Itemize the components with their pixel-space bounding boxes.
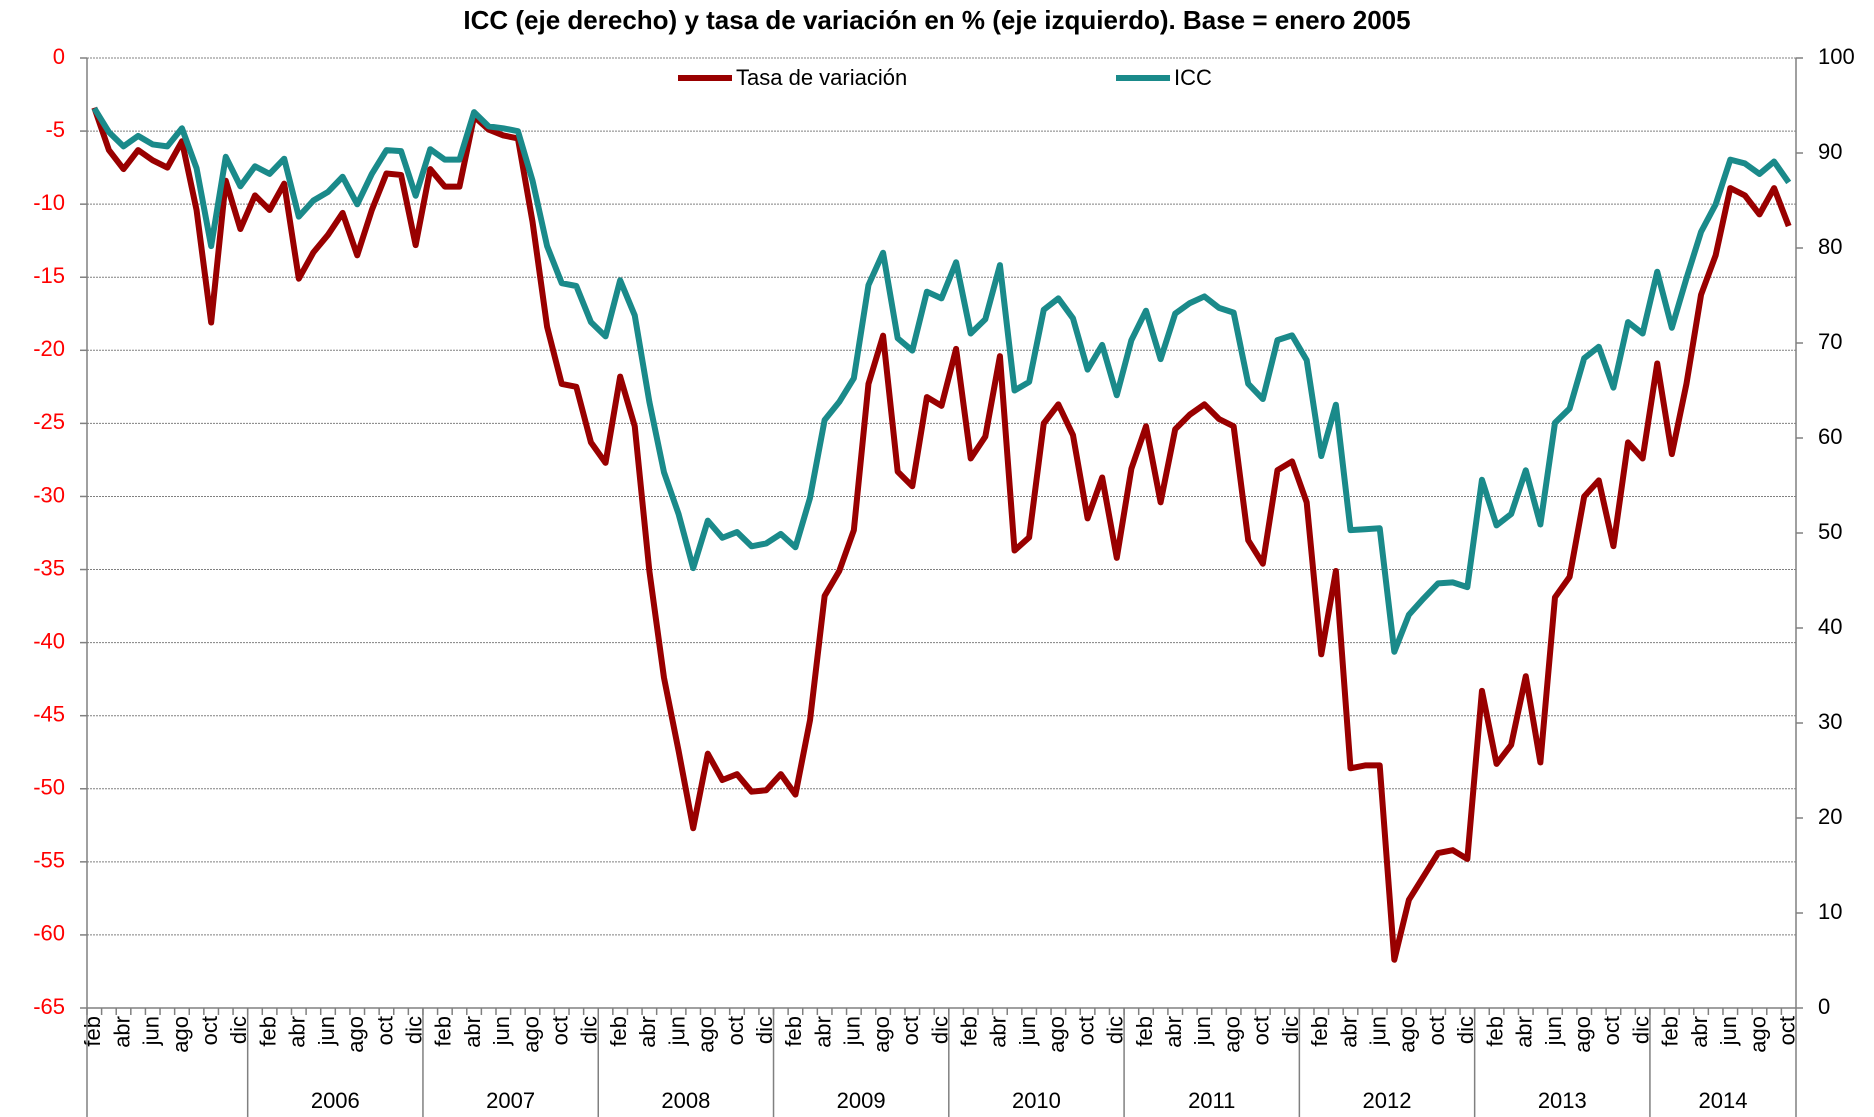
x-tick-label: abr: [1512, 1016, 1537, 1048]
series-line: [91, 106, 1792, 963]
x-tick-label: jun: [840, 1016, 865, 1046]
y2-tick-label: 80: [1818, 234, 1842, 259]
x-tick-label: jun: [1366, 1016, 1391, 1046]
x-tick-label: jun: [1716, 1016, 1741, 1046]
x-tick-label: jun: [314, 1016, 339, 1046]
x-tick-label: jun: [664, 1016, 689, 1046]
y2-tick-label: 70: [1818, 329, 1842, 354]
group-label: 2012: [1363, 1088, 1412, 1113]
x-tick-label: oct: [1599, 1016, 1624, 1045]
y2-tick-label: 50: [1818, 519, 1842, 544]
x-tick-label: abr: [1687, 1016, 1712, 1048]
legend-label: ICC: [1174, 65, 1212, 90]
y2-tick-label: 0: [1818, 994, 1830, 1019]
x-tick-label: feb: [1307, 1016, 1332, 1047]
legend-label: Tasa de variación: [736, 65, 907, 90]
group-label: 2014: [1698, 1088, 1747, 1113]
y-tick-label: -60: [33, 921, 65, 946]
x-tick-label: jun: [139, 1016, 164, 1046]
group-label: 2010: [1012, 1088, 1061, 1113]
y2-tick-label: 30: [1818, 709, 1842, 734]
x-tick-label: oct: [548, 1016, 573, 1045]
y-tick-label: -5: [45, 117, 65, 142]
y-tick-label: -45: [33, 702, 65, 727]
y-tick-label: -35: [33, 555, 65, 580]
x-tick-label: abr: [810, 1016, 835, 1048]
x-tick-label: ago: [168, 1016, 193, 1053]
y-tick-label: -15: [33, 263, 65, 288]
x-tick-label: jun: [1015, 1016, 1040, 1046]
x-tick-label: oct: [898, 1016, 923, 1045]
x-tick-label: feb: [1132, 1016, 1157, 1047]
x-tick-label: abr: [986, 1016, 1011, 1048]
x-tick-label: feb: [957, 1016, 982, 1047]
x-tick-label: jun: [1190, 1016, 1215, 1046]
y2-tick-label: 20: [1818, 804, 1842, 829]
x-tick-label: oct: [723, 1016, 748, 1045]
y-tick-label: -55: [33, 848, 65, 873]
x-tick-label: ago: [1219, 1016, 1244, 1053]
x-tick-label: feb: [606, 1016, 631, 1047]
y2-tick-label: 60: [1818, 424, 1842, 449]
x-tick-label: ago: [1745, 1016, 1770, 1053]
x-tick-label: ago: [694, 1016, 719, 1053]
x-tick-label: feb: [255, 1016, 280, 1047]
x-tick-label: ago: [518, 1016, 543, 1053]
x-tick-label: oct: [1424, 1016, 1449, 1045]
group-label: 2006: [311, 1088, 360, 1113]
y2-tick-label: 100: [1818, 44, 1855, 69]
group-label: 2013: [1538, 1088, 1587, 1113]
x-tick-label: ago: [869, 1016, 894, 1053]
y2-tick-label: 40: [1818, 614, 1842, 639]
x-tick-label: oct: [1249, 1016, 1274, 1045]
x-tick-label: abr: [109, 1016, 134, 1048]
x-tick-label: ago: [1044, 1016, 1069, 1053]
group-label: 2008: [661, 1088, 710, 1113]
x-tick-label: oct: [372, 1016, 397, 1045]
x-tick-label: feb: [431, 1016, 456, 1047]
group-label: 2007: [486, 1088, 535, 1113]
y-tick-label: -65: [33, 994, 65, 1019]
y2-tick-label: 90: [1818, 139, 1842, 164]
x-tick-label: oct: [197, 1016, 222, 1045]
chart-title: ICC (eje derecho) y tasa de variación en…: [463, 5, 1410, 35]
y-tick-label: -20: [33, 336, 65, 361]
y-tick-label: -10: [33, 190, 65, 215]
y-tick-label: -25: [33, 409, 65, 434]
x-tick-label: feb: [80, 1016, 105, 1047]
x-tick-label: feb: [1482, 1016, 1507, 1047]
y-tick-label: -40: [33, 628, 65, 653]
x-tick-label: abr: [1161, 1016, 1186, 1048]
x-tick-label: ago: [343, 1016, 368, 1053]
x-tick-label: ago: [1395, 1016, 1420, 1053]
y-tick-label: -30: [33, 482, 65, 507]
series-line: [91, 106, 1792, 655]
x-tick-label: jun: [489, 1016, 514, 1046]
x-tick-label: abr: [1336, 1016, 1361, 1048]
group-label: 2011: [1188, 1088, 1235, 1113]
y-tick-label: 0: [53, 44, 65, 69]
x-tick-label: abr: [460, 1016, 485, 1048]
x-tick-label: ago: [1570, 1016, 1595, 1053]
x-tick-label: jun: [1541, 1016, 1566, 1046]
group-label: 2009: [837, 1088, 886, 1113]
x-tick-label: oct: [1073, 1016, 1098, 1045]
y2-tick-label: 10: [1818, 899, 1842, 924]
x-tick-label: feb: [781, 1016, 806, 1047]
x-tick-label: abr: [285, 1016, 310, 1048]
y-tick-label: -50: [33, 775, 65, 800]
x-tick-label: abr: [635, 1016, 660, 1048]
x-tick-label: feb: [1658, 1016, 1683, 1047]
